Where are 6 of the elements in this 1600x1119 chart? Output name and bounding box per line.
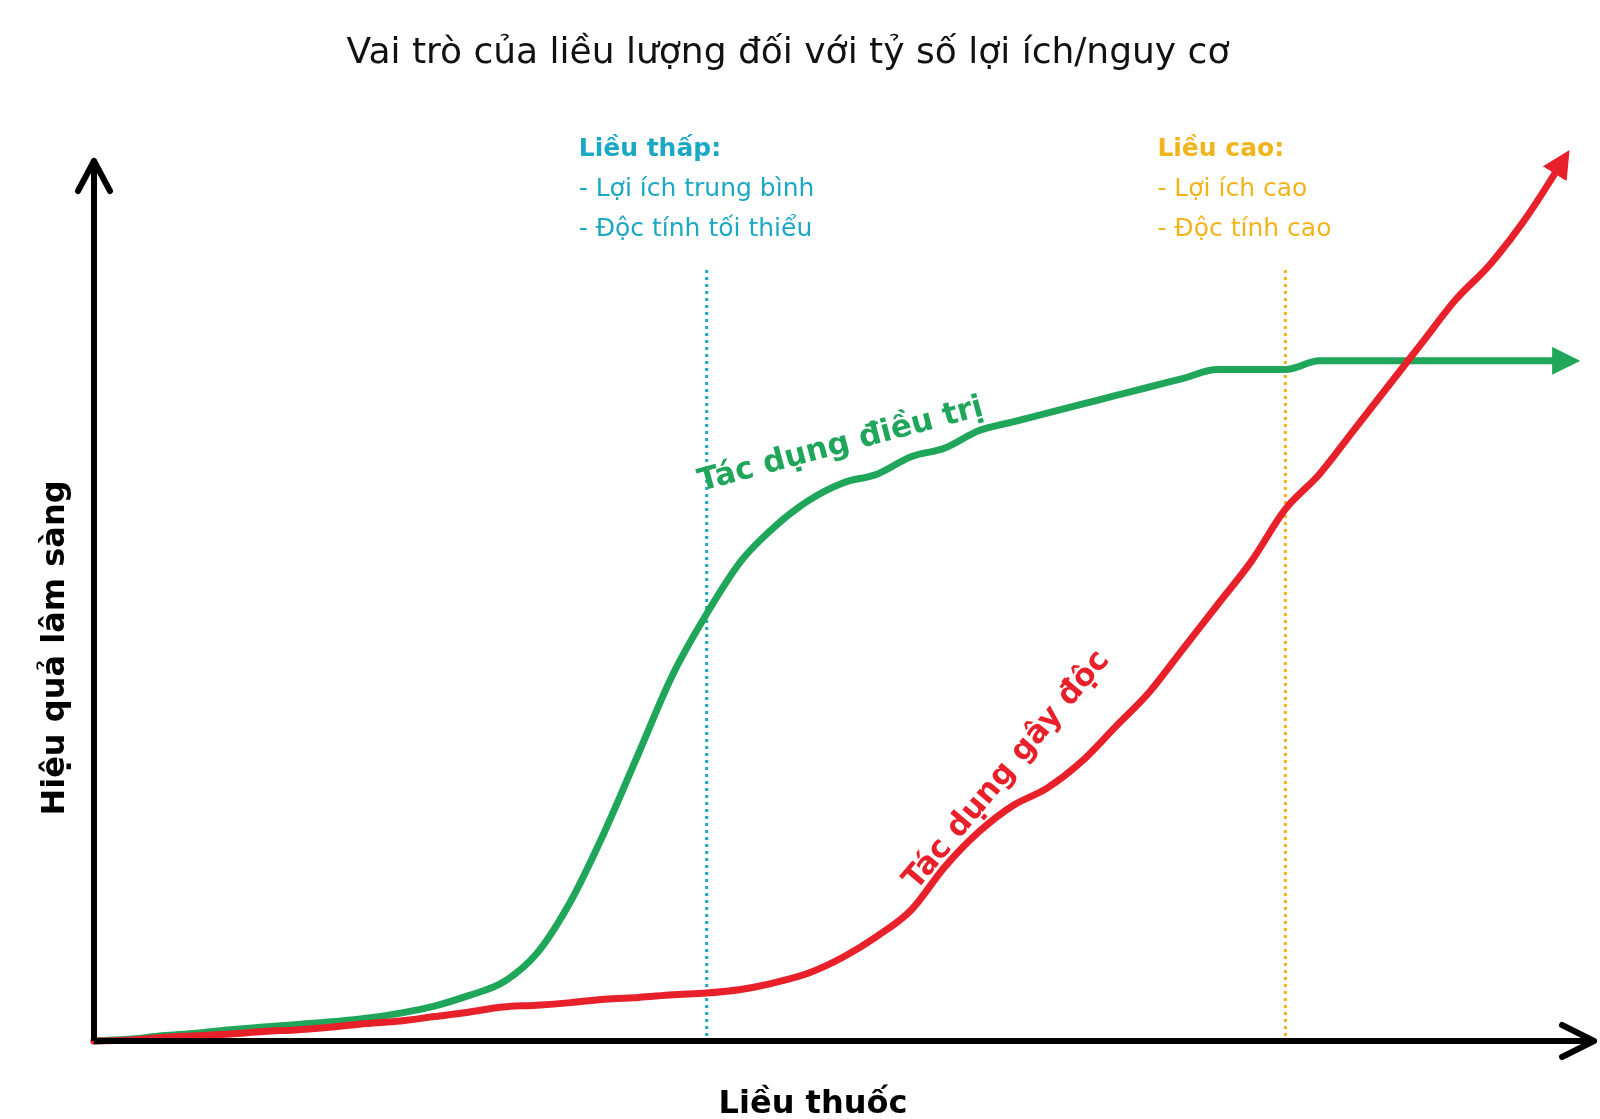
y-axis-title: Hiệu quả lâm sàng: [34, 480, 72, 816]
text: Tác dụng điều trị: [693, 386, 987, 498]
chart-title: Vai trò của liều lượng đối với tỷ số lợi ích/nguy cơ: [346, 30, 1230, 71]
x-axis-title: Liều thuốc: [718, 1083, 908, 1119]
annotation: Liều thấp: - Lợi ích trung bình - Độc tính tối thiểu: [578, 133, 815, 242]
annotation: Liều cao: - Lợi ích cao - Độc tính cao: [1157, 133, 1332, 242]
